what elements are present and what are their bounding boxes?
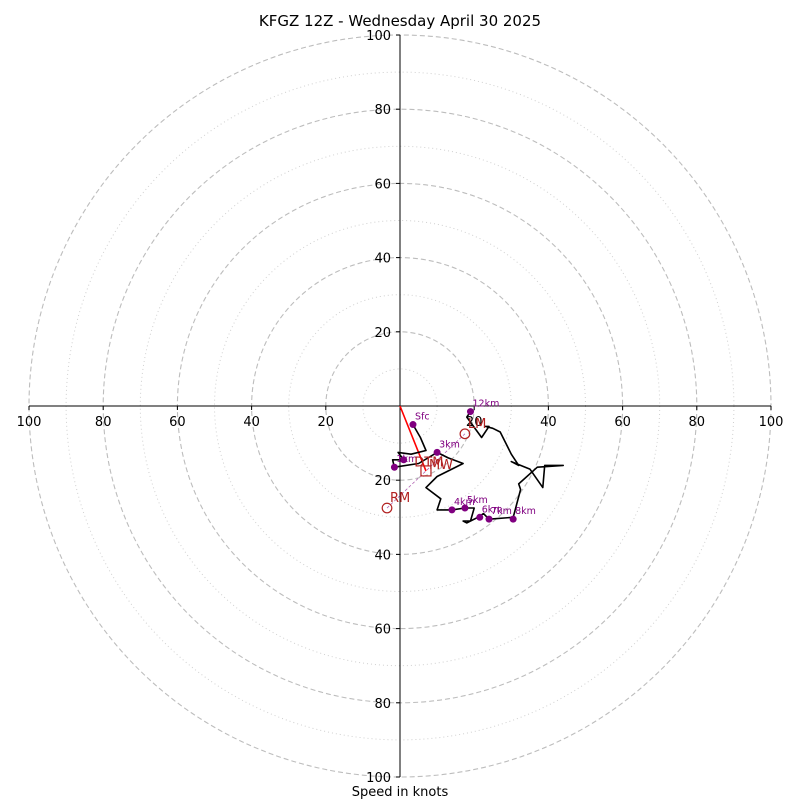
motion-marker-rm — [381, 502, 393, 514]
motion-marker-lm — [459, 428, 471, 440]
height-marker-point — [409, 421, 417, 429]
motion-label-mw: MW — [429, 458, 453, 473]
x-tick-label: 40 — [243, 415, 260, 430]
x-tick-label: 20 — [318, 415, 335, 430]
x-tick-label: 80 — [95, 415, 112, 430]
height-marker-label: 12km — [472, 399, 499, 410]
chart-title: KFGZ 12Z - Wednesday April 30 2025 — [259, 12, 541, 30]
height-marker-point — [400, 456, 408, 464]
height-marker-point — [390, 463, 398, 471]
x-tick-label: 40 — [540, 415, 557, 430]
y-tick-label: 60 — [374, 623, 391, 638]
x-axis-label: Speed in knots — [352, 785, 449, 800]
y-tick-label: 80 — [374, 103, 391, 118]
height-marker-point — [448, 506, 456, 514]
y-tick-label: 20 — [374, 326, 391, 341]
x-tick-label: 100 — [759, 415, 784, 430]
x-tick-label: 60 — [614, 415, 631, 430]
y-tick-label: 20 — [374, 474, 391, 489]
y-tick-label: 80 — [374, 697, 391, 712]
y-tick-label: 100 — [366, 771, 391, 786]
storm-motion-vector — [399, 405, 427, 472]
height-marker-label: 8km — [515, 506, 536, 517]
motion-label-dtm: DTM — [414, 456, 443, 471]
height-marker-label: 5km — [467, 495, 488, 506]
height-marker-point — [509, 515, 517, 523]
motion-label-rm: RM — [390, 491, 410, 506]
motion-label-lm: LM — [468, 417, 486, 432]
y-tick-label: 60 — [374, 177, 391, 192]
height-marker-point — [466, 408, 474, 416]
height-marker-label: 6km — [482, 504, 503, 515]
height-markers: Sfc1km3km4km5km6km7km8km12km — [390, 399, 536, 523]
x-tick-label: 60 — [169, 415, 186, 430]
height-marker-label: Sfc — [415, 412, 430, 423]
height-marker-label: 4km — [454, 497, 475, 508]
y-tick-label: 100 — [366, 29, 391, 44]
motion-marker-mw — [420, 465, 432, 477]
x-tick-label: 20 — [466, 415, 483, 430]
axis-ticks: 20 20 20 20 40 40 40 40 60 60 60 60 80 80 80 80 100 100 10… — [17, 29, 784, 786]
bunkers-shear-line — [386, 433, 466, 509]
height-marker-point — [461, 504, 469, 512]
height-marker-label: 7km — [491, 506, 512, 517]
x-tick-label: 100 — [17, 415, 42, 430]
x-tick-label: 80 — [689, 415, 706, 430]
height-marker-point — [433, 448, 441, 456]
height-marker-point — [476, 513, 484, 521]
y-tick-label: 40 — [374, 548, 391, 563]
y-tick-label: 40 — [374, 252, 391, 267]
height-marker-label: 3km — [439, 439, 460, 450]
height-marker-point — [485, 515, 493, 523]
